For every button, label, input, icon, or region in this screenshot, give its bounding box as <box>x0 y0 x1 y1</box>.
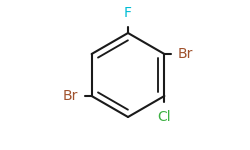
Text: Br: Br <box>178 47 193 61</box>
Text: F: F <box>124 6 132 20</box>
Text: Br: Br <box>63 89 78 103</box>
Text: Cl: Cl <box>158 110 171 123</box>
